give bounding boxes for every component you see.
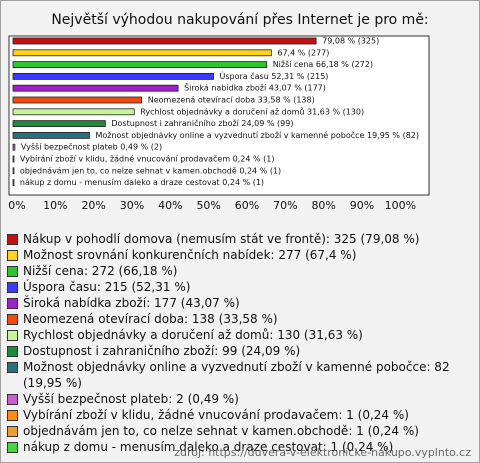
legend-item: objednávám jen to, co nelze sehnat v kam… (7, 423, 475, 439)
legend-swatch (7, 234, 18, 245)
x-tick-label: 90% (350, 199, 374, 212)
legend-item: Neomezená otevírací doba: 138 (33,58 %) (7, 311, 475, 327)
value-label: 67,4 % (277) (277, 48, 329, 57)
x-tick-label: 10% (43, 199, 67, 212)
bar (12, 73, 214, 80)
legend-label: Nákup v pohodlí domova (nemusím stát ve … (23, 232, 420, 246)
value-label: Vybírání zboží v klidu, žádné vnucování … (20, 154, 275, 164)
legend-label: Vyšší bezpečnost plateb: 2 (0,49 %) (23, 392, 239, 406)
legend-item: Nižší cena: 272 (66,18 %) (7, 263, 475, 279)
legend-swatch (7, 362, 18, 373)
value-label: Úspora času 52,31 % (215) (220, 70, 329, 81)
bar (12, 155, 15, 163)
legend-item: Rychlost objednávky a doručení až domů: … (7, 327, 475, 343)
legend-item: Možnost srovnání konkurenčních nabídek: … (7, 247, 475, 263)
bar (12, 120, 106, 127)
legend-item: Možnost objednávky online a vyzvednutí z… (7, 359, 475, 391)
legend-item: Dostupnost i zahraničního zboží: 99 (24,… (7, 343, 475, 359)
value-label: Neomezená otevírací doba 33,58 % (138) (148, 96, 315, 105)
bar (12, 61, 268, 68)
source: zdroj: https://duvera-v-elektronicke-nak… (174, 446, 471, 459)
x-tick-label: 40% (158, 199, 182, 212)
legend-swatch (7, 250, 18, 261)
bar (12, 49, 272, 57)
x-tick-label: 0% (8, 199, 25, 212)
legend-label: Dostupnost i zahraničního zboží: 99 (24,… (23, 344, 301, 358)
legend-swatch (7, 442, 18, 453)
value-label: Možnost objednávky online a vyzvednutí z… (95, 130, 419, 140)
legend-swatch (7, 266, 18, 277)
legend-swatch (7, 314, 18, 325)
value-label: 79,08 % (325) (322, 37, 379, 46)
legend-item: Vyšší bezpečnost plateb: 2 (0,49 %) (7, 391, 475, 407)
legend-label: Rychlost objednávky a doručení až domů: … (23, 328, 363, 342)
legend-swatch (7, 426, 18, 437)
x-tick-label: 70% (273, 199, 297, 212)
legend-swatch (7, 346, 18, 357)
bar (12, 108, 135, 116)
legend-label: Široká nabídka zboží: 177 (43,07 %) (23, 296, 240, 310)
bar (12, 143, 16, 151)
x-tick-label: 30% (120, 199, 144, 212)
legend-item: Úspora času: 215 (52,31 %) (7, 279, 475, 295)
legend-swatch (7, 298, 18, 309)
legend-item: Nákup v pohodlí domova (nemusím stát ve … (7, 231, 475, 247)
bar (12, 131, 90, 139)
chart: Největší výhodou nakupování přes Interne… (8, 12, 430, 212)
x-tick-label: 20% (81, 199, 105, 212)
legend-swatch (7, 282, 18, 293)
legend-swatch (7, 330, 18, 341)
legend-item: Vybírání zboží v klidu, žádné vnucování … (7, 407, 475, 423)
legend-label: Nižší cena: 272 (66,18 %) (23, 264, 178, 278)
value-label: nákup z domu - menusím daleko a draze ce… (20, 178, 264, 187)
value-label: Rychlost objednávky a doručení až domů 3… (140, 106, 364, 116)
value-label: Vyšší bezpečnost plateb 0,49 % (2) (21, 142, 162, 152)
legend-swatch (7, 410, 18, 421)
chart-title: Největší výhodou nakupování přes Interne… (51, 12, 428, 28)
x-tick-label: 60% (235, 199, 259, 212)
x-tick-label: 80% (311, 199, 335, 212)
value-label: Nižší cena 66,18 % (272) (273, 59, 373, 69)
value-label: Dostupnost i zahraničního zboží 24,09 % … (111, 118, 293, 128)
x-tick-label: 50% (196, 199, 220, 212)
legend-label: Možnost srovnání konkurenčních nabídek: … (23, 248, 357, 262)
legend-label: Úspora času: 215 (52,31 %) (23, 280, 191, 294)
legend-swatch (7, 394, 18, 405)
bar (12, 179, 15, 187)
legend-label: nákup z domu - menusím daleko a draze ce… (23, 440, 394, 454)
legend-label: Vybírání zboží v klidu, žádné vnucování … (23, 408, 409, 422)
legend-item: nákup z domu - menusím daleko a draze ce… (7, 439, 475, 455)
legend-label: Možnost objednávky online a vyzvednutí z… (23, 360, 450, 390)
value-label: objednávám jen to, co nelze sehnat v kam… (20, 166, 281, 175)
legend-item: Široká nabídka zboží: 177 (43,07 %) (7, 295, 475, 311)
x-tick-label: 100% (385, 199, 416, 212)
legend: Nákup v pohodlí domova (nemusím stát ve … (7, 231, 475, 455)
bar (12, 96, 143, 104)
bar (12, 84, 179, 92)
bar (12, 167, 15, 175)
legend-label: Neomezená otevírací doba: 138 (33,58 %) (23, 312, 278, 326)
legend-label: objednávám jen to, co nelze sehnat v kam… (23, 424, 419, 438)
value-label: Široká nabídka zboží 43,07 % (177) (184, 82, 326, 93)
bar (12, 37, 317, 45)
